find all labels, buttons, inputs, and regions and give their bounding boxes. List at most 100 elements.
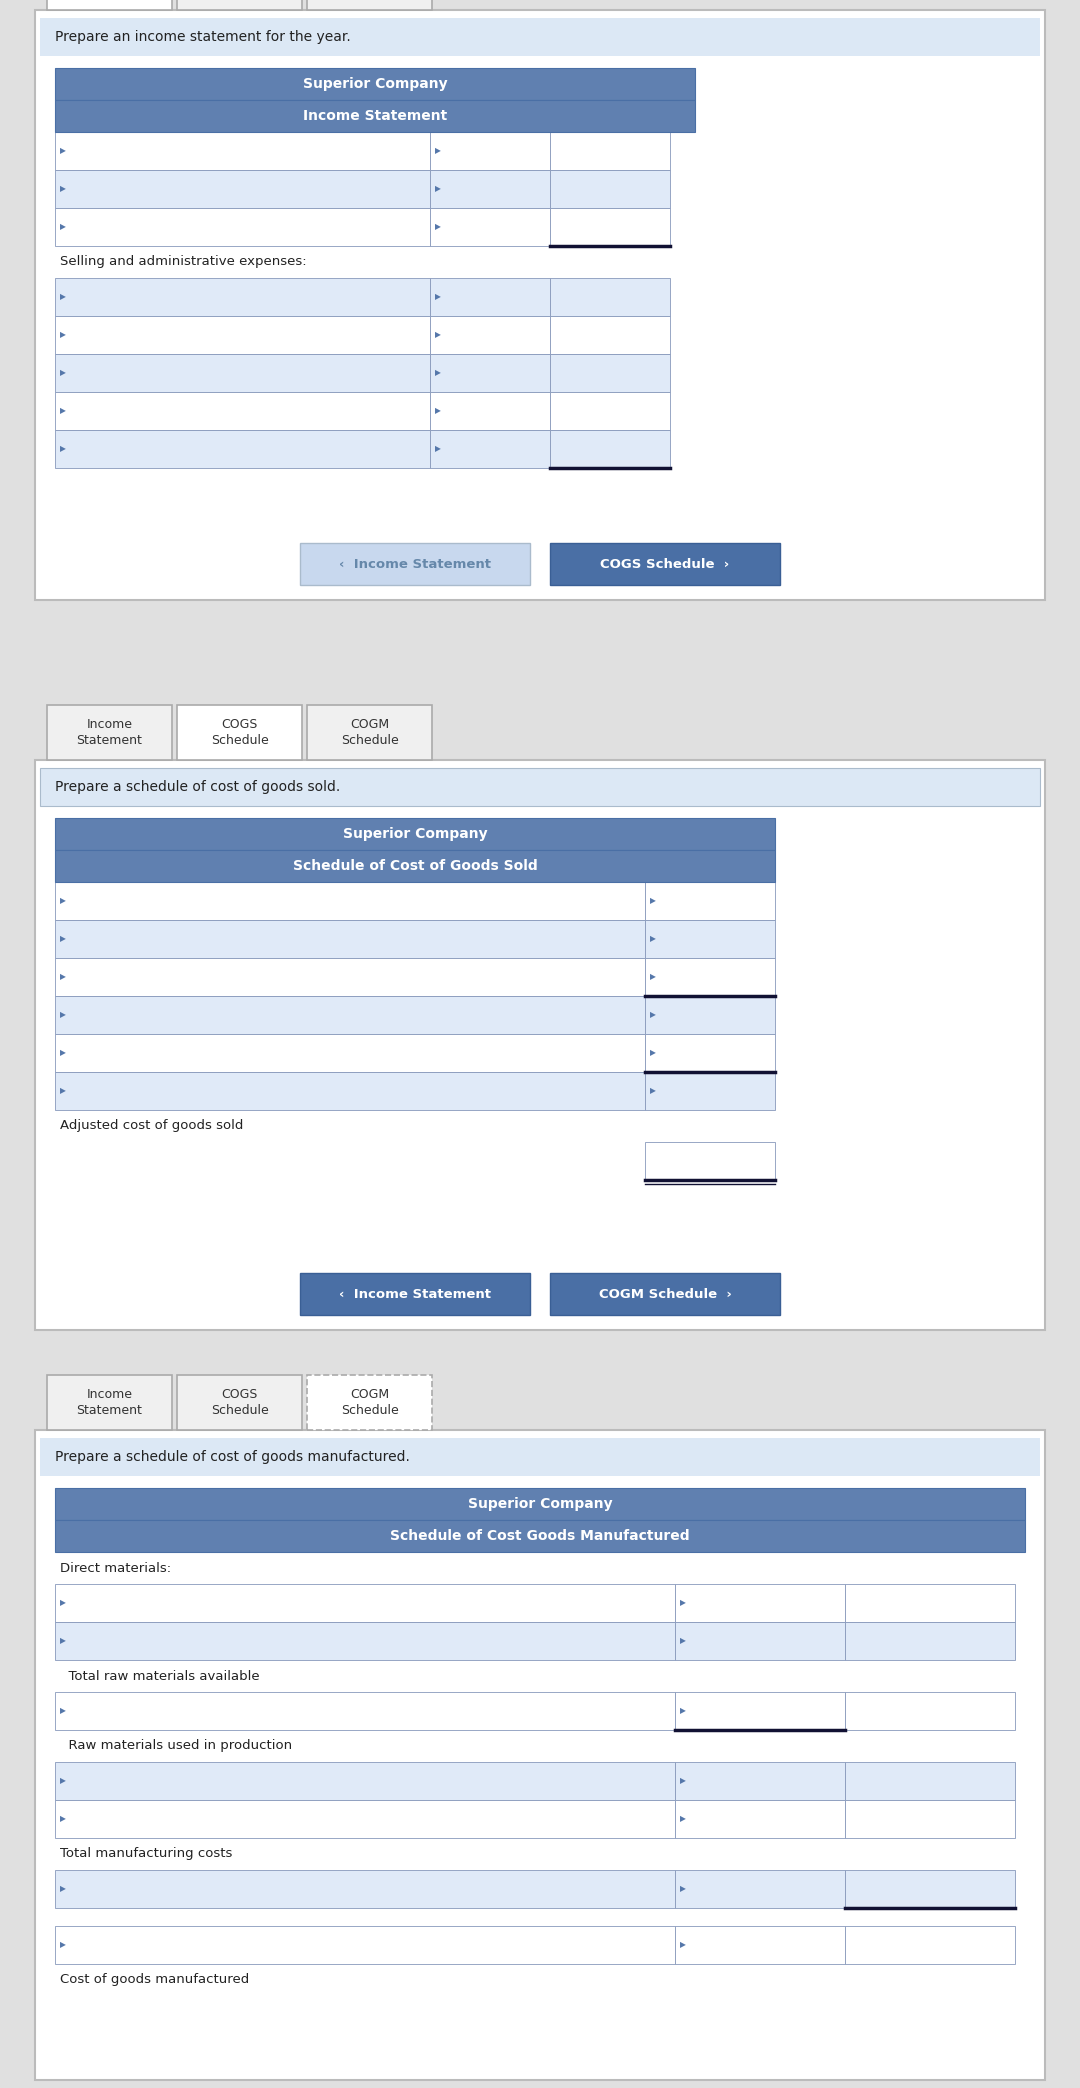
Text: Adjusted cost of goods sold: Adjusted cost of goods sold [60,1119,243,1132]
Bar [48,1376,172,1430]
Bar [645,1142,775,1180]
Bar [55,1622,675,1660]
Text: ▶: ▶ [60,1637,66,1645]
Text: ▶: ▶ [60,330,66,340]
Text: Schedule of Cost Goods Manufactured: Schedule of Cost Goods Manufactured [390,1528,690,1543]
Bar [55,996,645,1034]
Text: Raw materials used in production: Raw materials used in production [60,1739,292,1752]
Text: ▶: ▶ [680,1637,686,1645]
Text: COGM
Schedule: COGM Schedule [340,718,399,748]
Text: Schedule of Cost of Goods Sold: Schedule of Cost of Goods Sold [293,858,538,873]
Bar [300,1274,530,1315]
Bar [845,1762,1015,1800]
Bar [55,100,696,132]
Bar [55,921,645,958]
Text: Superior Company: Superior Company [342,827,487,841]
Bar [55,1762,675,1800]
Text: Prepare an income statement for the year.: Prepare an income statement for the year… [55,29,351,44]
Text: ▶: ▶ [60,445,66,453]
Bar [550,355,670,393]
Bar [430,355,550,393]
Bar [845,1925,1015,1965]
Bar [40,19,1040,56]
Text: Total manufacturing costs: Total manufacturing costs [60,1848,232,1860]
Text: Selling and administrative expenses:: Selling and administrative expenses: [60,255,307,269]
Bar [48,0,172,10]
Bar [55,1071,645,1111]
Bar [550,132,670,169]
Bar [55,355,430,393]
Bar [55,881,645,921]
Bar [55,1489,1025,1520]
Text: Prepare a schedule of cost of goods sold.: Prepare a schedule of cost of goods sold… [55,781,340,793]
Text: ▶: ▶ [60,146,66,155]
Text: ▶: ▶ [650,973,656,981]
Bar [430,209,550,246]
Bar [550,1274,780,1315]
Bar [845,1585,1015,1622]
Text: ▶: ▶ [60,367,66,378]
Bar [300,543,530,585]
Text: ▶: ▶ [60,1940,66,1950]
Bar [55,1691,675,1731]
Text: ▶: ▶ [435,223,441,232]
Text: ▶: ▶ [680,1885,686,1894]
Text: Income Statement: Income Statement [302,109,447,123]
Bar [845,1871,1015,1908]
Text: ▶: ▶ [60,407,66,416]
Bar [55,278,430,315]
Text: ▶: ▶ [60,1814,66,1823]
Bar [55,169,430,209]
Bar [307,706,432,760]
Bar [40,1439,1040,1476]
Text: ▶: ▶ [680,1599,686,1608]
Bar [675,1691,845,1731]
Text: ▶: ▶ [680,1814,686,1823]
Text: ▶: ▶ [435,407,441,416]
Bar [430,430,550,468]
Text: ▶: ▶ [60,184,66,194]
Bar [430,278,550,315]
Text: COGM Schedule  ›: COGM Schedule › [598,1288,731,1301]
Bar [307,1376,432,1430]
Text: Total raw materials available: Total raw materials available [60,1670,259,1683]
Bar [845,1800,1015,1837]
Bar [177,706,302,760]
Bar [307,0,432,10]
Text: ▶: ▶ [60,292,66,301]
Bar [550,169,670,209]
Text: ▶: ▶ [60,973,66,981]
Text: ▶: ▶ [650,896,656,906]
Bar [845,1691,1015,1731]
Bar [430,169,550,209]
Text: ▶: ▶ [650,1011,656,1019]
Text: ▶: ▶ [650,935,656,944]
Text: ‹  Income Statement: ‹ Income Statement [339,1288,491,1301]
Text: ‹  Income Statement: ‹ Income Statement [339,557,491,570]
Text: ▶: ▶ [435,292,441,301]
Bar [675,1585,845,1622]
Bar [645,1071,775,1111]
Text: Cost of goods manufactured: Cost of goods manufactured [60,1973,249,1986]
Bar [177,0,302,10]
Bar [55,1800,675,1837]
Text: ▶: ▶ [60,1599,66,1608]
Bar [55,209,430,246]
Text: Superior Company: Superior Company [302,77,447,92]
Bar [550,393,670,430]
Text: ▶: ▶ [60,896,66,906]
Bar [55,1925,675,1965]
Text: ▶: ▶ [60,1706,66,1716]
Bar [645,958,775,996]
Text: Superior Company: Superior Company [468,1497,612,1512]
Bar [550,430,670,468]
Bar [550,543,780,585]
Bar [430,315,550,355]
Text: ▶: ▶ [60,1011,66,1019]
Text: ▶: ▶ [435,367,441,378]
Text: ▶: ▶ [60,1777,66,1785]
Bar [35,760,1045,1330]
Text: ▶: ▶ [435,184,441,194]
Bar [55,132,430,169]
Text: ▶: ▶ [680,1940,686,1950]
